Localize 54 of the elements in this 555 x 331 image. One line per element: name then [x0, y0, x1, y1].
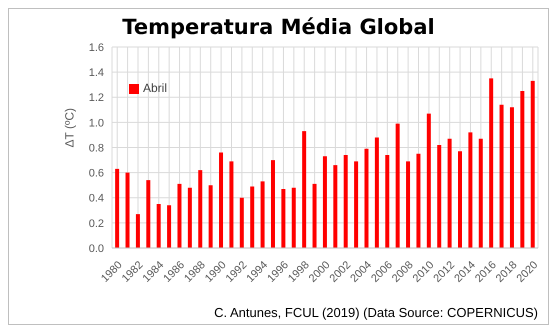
y-tick-label: 1.0	[88, 117, 104, 130]
bar	[240, 198, 244, 248]
bar	[260, 181, 265, 248]
bar	[219, 152, 224, 248]
bar	[500, 104, 504, 248]
bar	[177, 184, 182, 248]
y-tick-label: 0.6	[88, 168, 104, 180]
bar	[478, 138, 483, 248]
bar	[416, 154, 420, 248]
bar	[468, 132, 472, 248]
bar	[520, 90, 524, 248]
legend-label: Abril	[143, 81, 168, 95]
bar	[229, 161, 234, 248]
bar	[322, 156, 327, 248]
y-tick-label: 1.6	[88, 42, 104, 54]
bar	[281, 188, 286, 248]
bar	[167, 205, 172, 248]
bar	[530, 80, 535, 248]
y-tick-label: 0.4	[88, 192, 104, 205]
y-tick-label: 0.8	[88, 142, 104, 154]
bar	[333, 165, 338, 248]
bar	[156, 204, 161, 248]
bar	[312, 184, 317, 248]
bar	[396, 124, 400, 248]
y-tick-label: 1.2	[88, 92, 104, 104]
bar	[406, 161, 410, 248]
bar	[198, 170, 202, 248]
y-axis-title: ΔT (ºC)	[62, 108, 76, 148]
bar	[510, 107, 514, 248]
bar	[270, 160, 275, 248]
bar	[354, 161, 358, 248]
bar	[126, 172, 130, 248]
bar	[250, 186, 254, 248]
bar	[374, 137, 379, 248]
bar	[426, 114, 431, 248]
y-tick-label: 1.4	[88, 67, 104, 80]
bar	[208, 185, 213, 248]
bar	[448, 138, 452, 248]
bar	[115, 168, 120, 248]
bar	[302, 131, 306, 248]
bar	[136, 214, 140, 248]
bar	[458, 151, 462, 248]
bar	[437, 144, 442, 248]
chart-title: Temperatura Média Global	[121, 15, 436, 39]
text: C. Antunes, FCUL (2019) (Data Source: COPERNICUS)	[214, 305, 538, 320]
y-tick-label: 0.0	[88, 242, 104, 255]
bar	[188, 188, 192, 248]
bar	[146, 180, 150, 248]
bar	[385, 155, 390, 248]
bar	[344, 155, 348, 248]
bar	[364, 148, 368, 248]
y-tick-label: 0.2	[88, 218, 104, 230]
bar	[292, 188, 296, 248]
bar	[489, 78, 494, 248]
